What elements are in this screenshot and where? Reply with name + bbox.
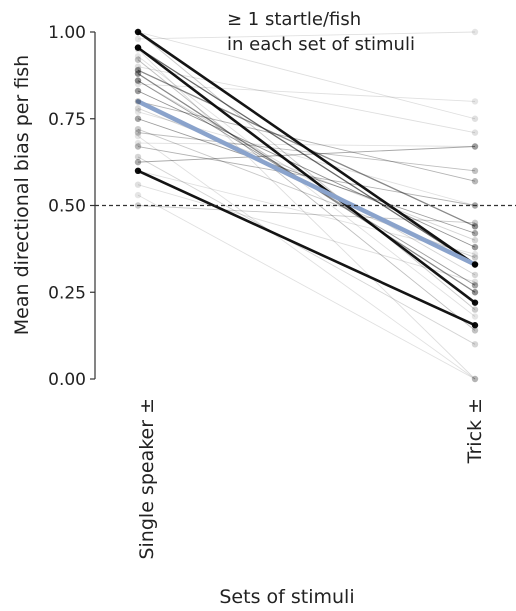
fish-point-27-single-speaker (134, 35, 142, 43)
fish-point-19-trick (471, 237, 479, 244)
fish-line-16 (137, 205, 476, 224)
fish-point-32-single-speaker (134, 53, 142, 60)
fish-line-21 (137, 31, 476, 120)
fish-line-2 (137, 46, 476, 304)
fish-point-3-single-speaker (134, 167, 142, 174)
fish-point-17-trick (471, 254, 479, 261)
fish-point-21-trick (471, 115, 479, 122)
fish-point-1-trick (471, 261, 479, 268)
fish-point-23-trick (471, 278, 479, 286)
fish-point-13-single-speaker (134, 129, 142, 136)
fish-point-2-single-speaker (134, 44, 142, 51)
fish-line-28 (137, 83, 476, 102)
y-axis-ticks: 0.00 0.25 0.50 0.75 1.00 (48, 23, 95, 390)
fish-point-25-trick (471, 375, 479, 383)
y-tick-label: 1.00 (48, 23, 86, 43)
mean-line (135, 99, 478, 267)
y-tick-label: 0.00 (48, 370, 86, 390)
y-tick-label: 0.50 (48, 197, 86, 217)
fish-line-4 (137, 47, 476, 266)
fish-point-14-single-speaker (134, 56, 142, 63)
fish-point-27-trick (471, 28, 479, 36)
x-axis-title: Sets of stimuli (219, 586, 354, 608)
fish-point-32-trick (471, 313, 479, 320)
fish-point-22-single-speaker (134, 63, 142, 70)
fish-point-5-single-speaker (134, 66, 142, 74)
annotation-line-2: in each set of stimuli (227, 34, 415, 55)
series-points (134, 28, 479, 383)
fish-line-31 (137, 170, 476, 255)
fish-point-28-trick (471, 98, 479, 105)
mean-line-group (135, 99, 478, 267)
fish-point-17-single-speaker (134, 125, 142, 133)
fish-line-29 (137, 142, 476, 147)
fish-point-29-trick (471, 143, 479, 150)
fish-line-7 (137, 90, 476, 248)
fish-point-6-trick (471, 289, 479, 296)
fish-point-28-single-speaker (134, 80, 142, 88)
fish-line-10 (137, 146, 476, 163)
fish-line-14 (137, 59, 476, 331)
fish-line-32 (137, 55, 476, 317)
fish-point-12-single-speaker (134, 98, 142, 105)
fish-point-8-trick (471, 282, 479, 289)
fish-line-15 (137, 31, 476, 310)
fish-point-2-trick (471, 299, 479, 306)
fish-point-7-single-speaker (134, 87, 142, 95)
fish-line-22 (137, 66, 476, 134)
fish-line-26 (137, 194, 476, 380)
fish-line-1 (137, 30, 476, 266)
fish-point-1-single-speaker (134, 28, 142, 36)
fish-point-7-trick (471, 243, 479, 251)
y-tick-label: 0.75 (48, 110, 86, 130)
fish-point-23-single-speaker (134, 181, 142, 188)
series-lines (137, 30, 476, 380)
fish-point-31-trick (471, 250, 479, 258)
fish-point-26-trick (471, 375, 479, 383)
fish-line-27 (137, 31, 476, 40)
fish-point-8-single-speaker (134, 77, 142, 84)
fish-point-18-trick (471, 271, 479, 279)
fish-point-24-trick (471, 375, 479, 383)
fish-point-9-single-speaker (134, 115, 142, 122)
fish-line-3 (137, 169, 476, 327)
fish-point-30-single-speaker (134, 108, 142, 116)
fish-point-13-trick (471, 167, 479, 174)
fish-point-11-single-speaker (134, 143, 142, 150)
annotation-line-1: ≥ 1 startle/fish (227, 9, 361, 30)
fish-point-20-trick (471, 341, 479, 348)
fish-point-6-single-speaker (134, 70, 142, 77)
fish-point-15-trick (471, 306, 479, 313)
fish-point-18-single-speaker (134, 77, 142, 84)
fish-point-29-single-speaker (134, 139, 142, 147)
category-label-single-speaker: Single speaker ± (136, 398, 158, 560)
fish-point-16-trick (471, 219, 479, 227)
fish-line-25 (137, 135, 476, 380)
fish-point-14-trick (471, 327, 479, 334)
fish-point-12-trick (471, 178, 479, 185)
fish-point-10-trick (471, 143, 479, 150)
fish-point-10-single-speaker (134, 158, 142, 166)
fish-point-20-single-speaker (134, 153, 142, 161)
fish-line-12 (137, 100, 476, 182)
fish-line-24 (137, 49, 476, 380)
fish-line-18 (137, 80, 476, 276)
fish-line-20 (137, 156, 476, 345)
fish-point-26-single-speaker (134, 191, 142, 199)
fish-point-22-trick (471, 129, 479, 136)
fish-point-5-trick (471, 223, 479, 230)
fish-point-25-single-speaker (134, 132, 142, 140)
fish-line-23 (137, 184, 476, 283)
fish-point-9-trick (471, 230, 479, 237)
y-tick-label: 0.25 (48, 283, 86, 303)
fish-point-3-trick (471, 322, 479, 329)
fish-line-13 (137, 132, 476, 172)
fish-point-19-single-speaker (134, 105, 142, 112)
y-axis-title: Mean directional bias per fish (11, 55, 33, 335)
category-label-trick: Trick ± (464, 398, 486, 464)
